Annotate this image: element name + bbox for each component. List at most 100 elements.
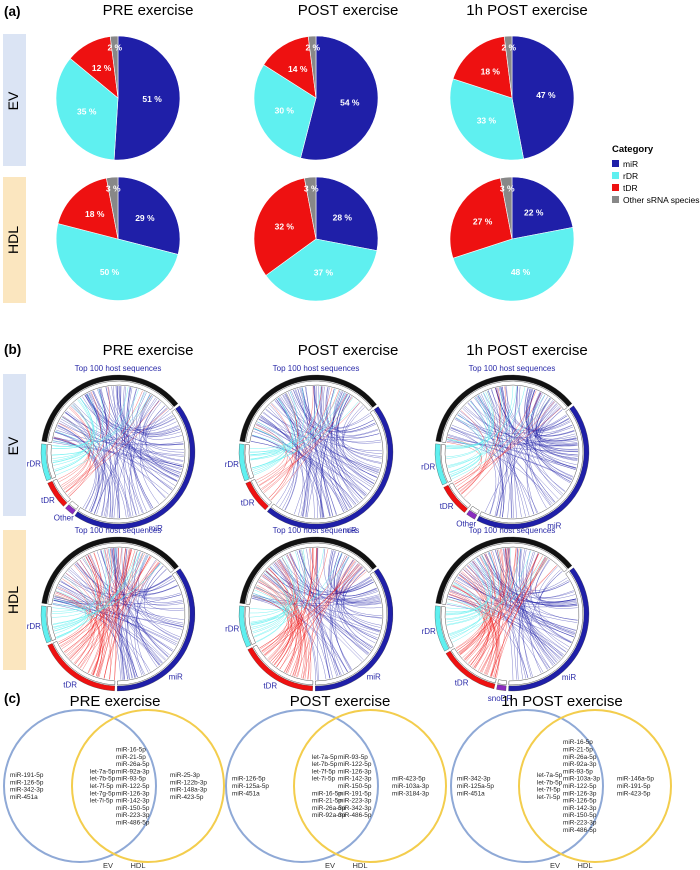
chord-hdl-2: Top 100 host sequences rDR tDR snoDR miR <box>422 526 590 703</box>
pie-ev-0-label-mir: 51 % <box>142 94 162 104</box>
venn-ev-circle <box>225 709 379 863</box>
chord-ev-1-ring-rdr <box>238 443 250 482</box>
venn-hdl-circle <box>518 709 672 863</box>
venn-ev-only-item: miR-342-3p <box>10 787 44 794</box>
pie-ev-0-label-tdr: 12 % <box>92 63 112 73</box>
venn-shared-item: miR-486-5p <box>116 820 150 827</box>
chord-hdl-2-ring-other <box>496 684 507 691</box>
panel-c-title-post: POST exercise <box>290 693 391 710</box>
chord-hdl-1-ring-host <box>239 536 377 605</box>
chord-hdl-0-ring-tdr <box>47 643 115 692</box>
venn-shared-item: miR-223-3p <box>563 820 597 827</box>
venn-shared-item: miR-122-5p <box>338 761 372 768</box>
pie-ev-0-slice-other <box>109 35 119 99</box>
venn-set-ev: EV <box>550 861 560 870</box>
pie-ev-1-slice-tdr <box>263 36 317 99</box>
legend-title: Category <box>612 144 654 155</box>
pie-charts: 51 % 35 % 12 % 2 % 54 % 30 % 14 % 2 % 47 % 33 % 18… <box>55 35 575 302</box>
venn-set-hdl: HDL <box>577 861 592 870</box>
pie-hdl-1-slice-rdr <box>265 238 378 302</box>
venn-shared-item: miR-92a-3p <box>312 812 346 819</box>
pie-ev-1-label-other: 2 % <box>305 42 320 52</box>
pie-hdl-2-slice-mir <box>511 176 574 240</box>
venn-shared-item: miR-16-5p <box>563 739 593 746</box>
pie-hdl-0-label-mir: 29 % <box>135 213 155 223</box>
chord-ev-2-ring-rdr <box>434 443 448 486</box>
venn-shared-item: let-7b-5p <box>312 761 338 768</box>
venn-shared-item: miR-223-3p <box>338 798 372 805</box>
pie-ev-1-slice-rdr <box>253 64 317 159</box>
venn-hdl-only-item: miR-148a-3p <box>170 787 207 794</box>
chord-hdl-0: Top 100 host sequences rDR tDR miR <box>27 526 196 692</box>
pie-hdl-1-label-mir: 28 % <box>333 212 353 222</box>
venn-hdl-only-item: miR-423-5p <box>617 790 651 797</box>
venn-shared-item: miR-122-5p <box>116 783 150 790</box>
chord-label-tdr: tDR <box>263 682 277 691</box>
chord-hdl-2-ring-host <box>435 536 573 605</box>
panel-a-title-1hpost: 1h POST exercise <box>466 2 587 19</box>
legend-label-tdr: tDR <box>623 183 638 193</box>
chord-hdl-2-ring-rdr <box>434 605 450 652</box>
venn-ev-only-item: miR-126-5p <box>10 779 44 786</box>
category-legend: Category miR rDR tDR Other sRNA species <box>612 144 700 205</box>
panel-a-row-ev: EV <box>5 91 21 110</box>
venn-shared-item: miR-150-5p <box>563 812 597 819</box>
chord-ev-2-ring-mir <box>476 405 590 530</box>
panel-b-title-1hpost: 1h POST exercise <box>466 342 587 359</box>
panel-c-title-pre: PRE exercise <box>70 693 161 710</box>
venn-shared-item: miR-122-5p <box>563 783 597 790</box>
legend-swatch-rdr <box>612 172 619 179</box>
chord-ev-1-ring-tdr <box>245 481 269 511</box>
chord-label-rdr: rDR <box>27 460 41 469</box>
chord-host-label: Top 100 host sequences <box>273 364 360 373</box>
venn-shared-item: miR-142-3p <box>338 776 372 783</box>
legend-label-other: Other sRNA species <box>623 195 700 205</box>
venn-shared-item: let-7a-5p <box>312 754 338 761</box>
venn-shared-item: let-7i-5p <box>90 798 114 805</box>
venn-shared-item: miR-21-5p <box>312 798 342 805</box>
venn-shared-item: miR-16-5p <box>312 790 342 797</box>
venn-shared-item: miR-150-5p <box>338 783 372 790</box>
pie-ev-2-slice-other <box>503 35 513 99</box>
pie-ev-0-slice-rdr <box>55 58 119 161</box>
panel-a-hdl-band <box>3 177 26 303</box>
venn-shared-item: let-7f-5p <box>312 768 336 775</box>
chord-label-mir: miR <box>149 524 163 533</box>
chord-ev-1-ring-host <box>239 374 377 443</box>
pie-ev-1-label-rdr: 30 % <box>275 106 295 116</box>
legend-swatch-mir <box>612 160 619 167</box>
venn-ev-only-item: miR-191-5p <box>10 772 44 779</box>
venn-shared-item: miR-126-3p <box>563 790 597 797</box>
venn-shared-item: miR-486-5p <box>563 827 597 834</box>
panel-b-title-post: POST exercise <box>298 342 399 359</box>
chord-hdl-1: Top 100 host sequences rDR tDR miR <box>225 526 394 692</box>
venn-shared-item: miR-191-5p <box>338 790 372 797</box>
panel-b-hdl-band <box>3 530 26 670</box>
panel-c-label: (c) <box>4 691 21 706</box>
venn-hdl-only-item: miR-3184-3p <box>392 790 429 797</box>
chord-label-mir: miR <box>547 522 561 531</box>
panel-b-title-pre: PRE exercise <box>103 342 194 359</box>
venn-ev-only-item: miR-451a <box>232 790 260 797</box>
chord-ev-0-ring-host <box>41 374 179 443</box>
chord-host-label: Top 100 host sequences <box>469 364 556 373</box>
pie-ev-2-label-rdr: 33 % <box>477 116 497 126</box>
chord-hdl-1-ring-tdr <box>247 647 313 692</box>
venn-shared-item: miR-92a-3p <box>116 768 150 775</box>
venn-ev-circle <box>450 709 604 863</box>
pie-hdl-2-slice-rdr <box>452 227 575 302</box>
venn-shared-item: let-7a-5p <box>90 768 116 775</box>
venn-hdl-circle <box>293 709 447 863</box>
venn-shared-item: let-7a-5p <box>537 772 563 779</box>
pie-hdl-2-label-tdr: 27 % <box>473 217 493 227</box>
venn-shared-item: miR-126-5p <box>563 798 597 805</box>
legend-label-rdr: rDR <box>623 171 638 181</box>
chord-label-rdr: rDR <box>421 462 435 471</box>
chord-label-tdr: tDR <box>63 680 77 689</box>
chord-label-mir: miR <box>367 672 381 681</box>
venn-shared-item: miR-21-5p <box>563 747 593 754</box>
venn-ev-only-item: miR-125a-5p <box>457 783 494 790</box>
venn-set-hdl: HDL <box>130 861 145 870</box>
